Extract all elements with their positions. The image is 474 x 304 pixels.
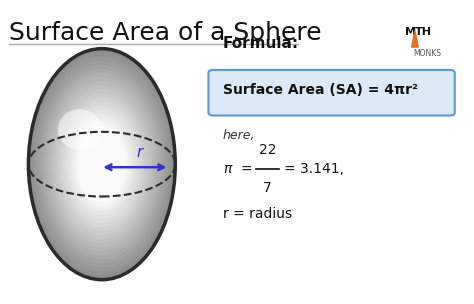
Ellipse shape xyxy=(62,101,142,227)
FancyBboxPatch shape xyxy=(209,70,455,116)
Ellipse shape xyxy=(67,109,137,219)
Text: 7: 7 xyxy=(263,181,272,195)
Ellipse shape xyxy=(52,85,152,243)
Ellipse shape xyxy=(41,69,163,260)
Ellipse shape xyxy=(70,113,134,215)
Ellipse shape xyxy=(54,89,150,239)
Ellipse shape xyxy=(46,77,157,251)
Ellipse shape xyxy=(44,73,160,255)
Ellipse shape xyxy=(39,65,165,264)
Text: = 3.141,: = 3.141, xyxy=(284,162,344,176)
Ellipse shape xyxy=(75,121,129,207)
Ellipse shape xyxy=(36,61,167,268)
Text: r: r xyxy=(137,145,143,160)
Text: $\pi$  =: $\pi$ = xyxy=(223,162,252,176)
Text: Surface Area of a Sphere: Surface Area of a Sphere xyxy=(9,21,322,45)
Ellipse shape xyxy=(57,93,147,235)
Ellipse shape xyxy=(59,97,145,231)
Text: TH: TH xyxy=(414,27,431,37)
Ellipse shape xyxy=(72,117,132,211)
Polygon shape xyxy=(411,30,418,47)
Text: r = radius: r = radius xyxy=(223,207,292,221)
Ellipse shape xyxy=(28,49,175,280)
Ellipse shape xyxy=(31,53,173,276)
Text: MONKS: MONKS xyxy=(413,49,441,58)
Text: here,: here, xyxy=(223,129,255,142)
Ellipse shape xyxy=(49,81,155,247)
Ellipse shape xyxy=(64,105,139,223)
Text: 22: 22 xyxy=(259,143,276,157)
Text: Formula:: Formula: xyxy=(223,36,299,51)
Text: M: M xyxy=(405,27,416,37)
Ellipse shape xyxy=(77,126,127,203)
Ellipse shape xyxy=(34,57,170,271)
Ellipse shape xyxy=(58,109,102,150)
Text: Surface Area (SA) = 4πr²: Surface Area (SA) = 4πr² xyxy=(223,83,418,97)
